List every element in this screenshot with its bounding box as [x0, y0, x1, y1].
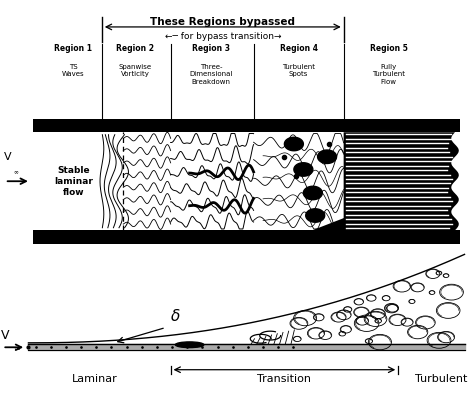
Text: Three-
Dimensional
Breakdown: Three- Dimensional Breakdown [189, 64, 233, 85]
Text: crit: crit [141, 233, 154, 243]
Text: $\mathit{Re}$: $\mathit{Re}$ [121, 230, 136, 243]
Text: Region 5: Region 5 [370, 44, 408, 53]
Text: V: V [1, 329, 9, 342]
Text: Region 3: Region 3 [192, 44, 230, 53]
Polygon shape [284, 137, 303, 151]
Text: Region 4: Region 4 [280, 44, 318, 53]
Text: Fully
Turbulent
Flow: Fully Turbulent Flow [372, 64, 405, 85]
Text: Turbulent: Turbulent [415, 374, 467, 384]
Polygon shape [318, 150, 337, 164]
Text: ←─ for bypass transition→: ←─ for bypass transition→ [164, 32, 281, 41]
Text: V: V [4, 152, 11, 162]
Polygon shape [294, 163, 313, 176]
Text: Stable
laminar
flow: Stable laminar flow [54, 166, 93, 197]
Bar [33, 230, 460, 244]
Text: These Regions bypassed: These Regions bypassed [150, 17, 295, 27]
Text: Region 2: Region 2 [116, 44, 154, 53]
Bar [33, 119, 460, 132]
Polygon shape [344, 132, 459, 230]
Text: LE: LE [38, 232, 51, 243]
Polygon shape [313, 218, 344, 230]
Text: $_\infty$: $_\infty$ [13, 167, 19, 176]
Text: TS
Waves: TS Waves [62, 64, 85, 77]
Text: δ: δ [171, 309, 180, 324]
Polygon shape [303, 186, 322, 200]
Text: $\infty$: $\infty$ [13, 344, 21, 353]
Ellipse shape [175, 342, 204, 348]
Text: Laminar: Laminar [72, 374, 118, 384]
Text: Region 1: Region 1 [55, 44, 92, 53]
Text: Spanwise
Vorticity: Spanwise Vorticity [118, 64, 152, 77]
Text: Transition: Transition [257, 374, 311, 384]
Text: Turbulent
Spots: Turbulent Spots [282, 64, 315, 77]
Polygon shape [306, 209, 325, 222]
